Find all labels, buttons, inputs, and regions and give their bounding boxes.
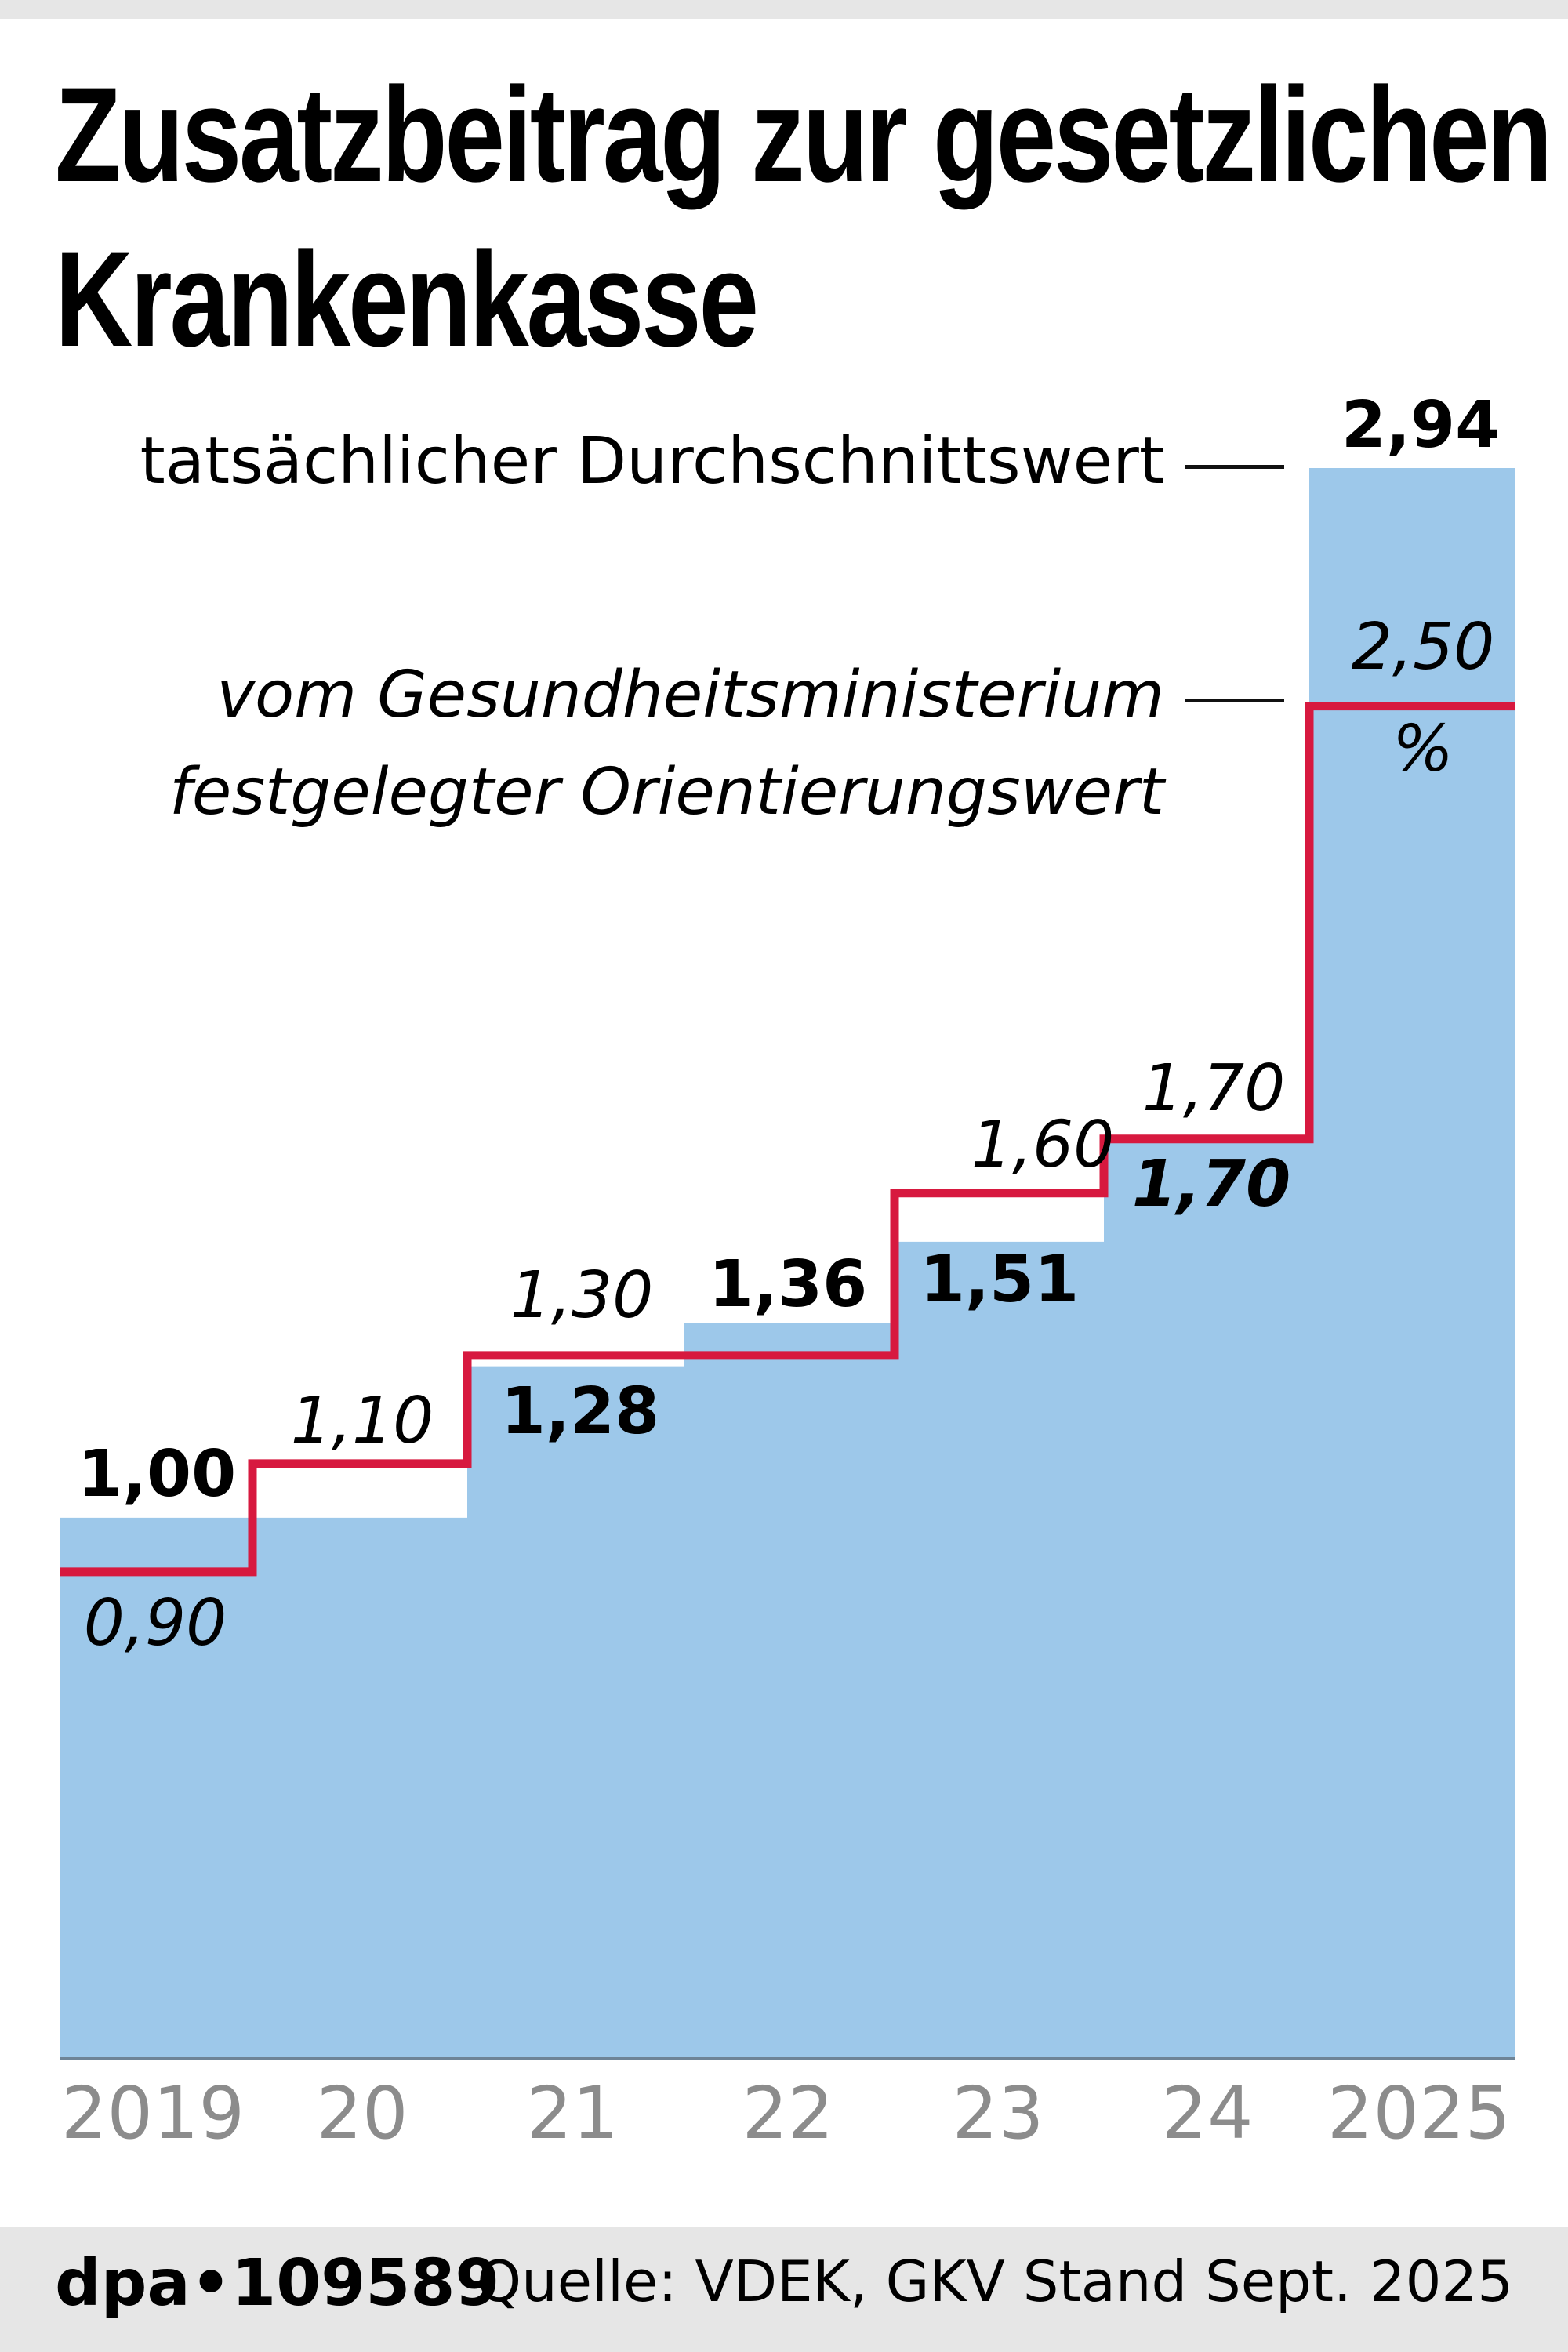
bar-2025 <box>1309 468 1515 2059</box>
bar-21 <box>467 1366 684 2059</box>
top-band <box>0 0 1568 19</box>
bar-2019 <box>60 1517 253 2059</box>
orientation-label-24: 1,70 <box>1142 1051 1286 1126</box>
bar-22 <box>684 1323 895 2059</box>
x-axis-label-2025: 2025 <box>1327 2071 1512 2155</box>
source-note: Quelle: VDEK, GKV Stand Sept. 2025 <box>477 2249 1513 2314</box>
legend-orientation-label-line-1: vom Gesundheitsministerium <box>216 658 1165 732</box>
x-axis-label-21: 21 <box>526 2071 619 2155</box>
actual-label-24: 1,70 <box>1131 1147 1291 1221</box>
orientation-step-line <box>60 702 1515 1577</box>
bar-20 <box>252 1517 468 2059</box>
x-axis-label-22: 22 <box>742 2071 834 2155</box>
orientation-label-2019: 0,90 <box>83 1586 227 1661</box>
bar-24 <box>1104 1138 1310 2059</box>
actual-label-22: 1,36 <box>708 1247 868 1322</box>
chart-title-line-1: Zusatzbeitrag zur gesetzlichen <box>55 60 1552 210</box>
orientation-label-23: 1,60 <box>971 1108 1115 1182</box>
x-axis-label-20: 20 <box>316 2071 408 2155</box>
legend-orientation-label-line-2: festgelegter Orientierungswert <box>169 755 1164 829</box>
chart-title-line-2: Krankenkasse <box>55 224 759 375</box>
actual-label-2025: 2,94 <box>1341 388 1501 463</box>
actual-label-21: 1,28 <box>500 1374 660 1449</box>
actual-value-bars <box>60 468 1515 2059</box>
unit-label: % <box>1392 712 1454 786</box>
orientation-label-2025: 2,50 <box>1351 610 1495 684</box>
actual-label-2019: 1,00 <box>77 1437 237 1512</box>
x-axis-label-2019: 2019 <box>60 2071 245 2155</box>
actual-label-23: 1,51 <box>920 1243 1080 1317</box>
legend-orientation-leader-line <box>1185 699 1284 702</box>
orientation-label-20: 1,10 <box>290 1384 434 1458</box>
legend-actual-label: tatsächlicher Durchschnittswert <box>140 424 1164 499</box>
orientation-label-21: 1,30 <box>510 1258 654 1333</box>
x-axis-label-24: 24 <box>1161 2071 1254 2155</box>
footer-band <box>0 2227 1568 2352</box>
legend-actual-leader-line <box>1185 465 1284 469</box>
agency-credit: dpa•109589 <box>55 2246 500 2321</box>
bar-23 <box>895 1241 1105 2059</box>
x-axis-label-23: 23 <box>952 2071 1044 2155</box>
